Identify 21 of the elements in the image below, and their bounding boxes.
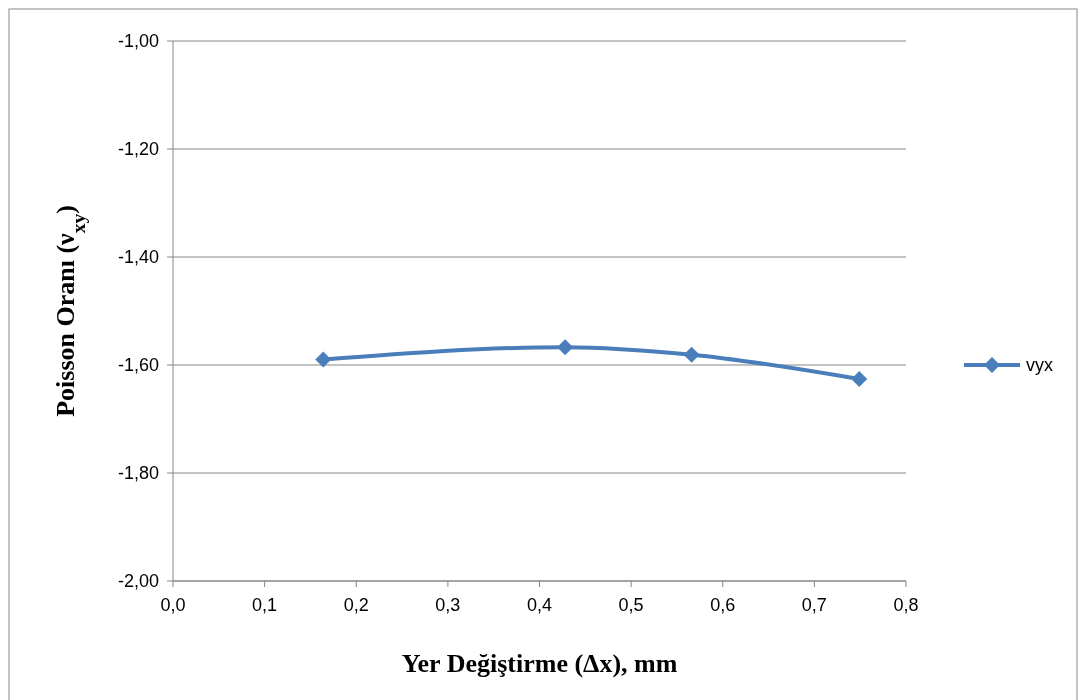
x-tick-label: 0,8 [893,595,919,615]
y-tick-label: -1,20 [117,139,159,159]
y-tick-label: -1,80 [117,463,159,483]
x-tick-label: 0,3 [435,595,461,615]
x-tick-label: 0,7 [801,595,827,615]
x-tick-label: 0,5 [618,595,644,615]
x-tick-label: 0,0 [160,595,186,615]
x-tick-label: 0,6 [710,595,736,615]
y-tick-label: -1,00 [117,31,159,51]
y-tick-label: -1,60 [117,355,159,375]
y-tick-label: -2,00 [117,571,159,591]
point [315,351,332,368]
point [851,371,868,388]
point [557,339,574,356]
x-tick-label: 0,4 [526,595,553,615]
legend-label: vyx [1026,355,1053,375]
x-tick-label: 0,1 [252,595,278,615]
point [683,346,700,363]
x-tick-label: 0,2 [343,595,369,615]
x-axis-title: Yer Değiştirme (Δx), mm [401,649,678,678]
y-tick-label: -1,40 [117,247,159,267]
